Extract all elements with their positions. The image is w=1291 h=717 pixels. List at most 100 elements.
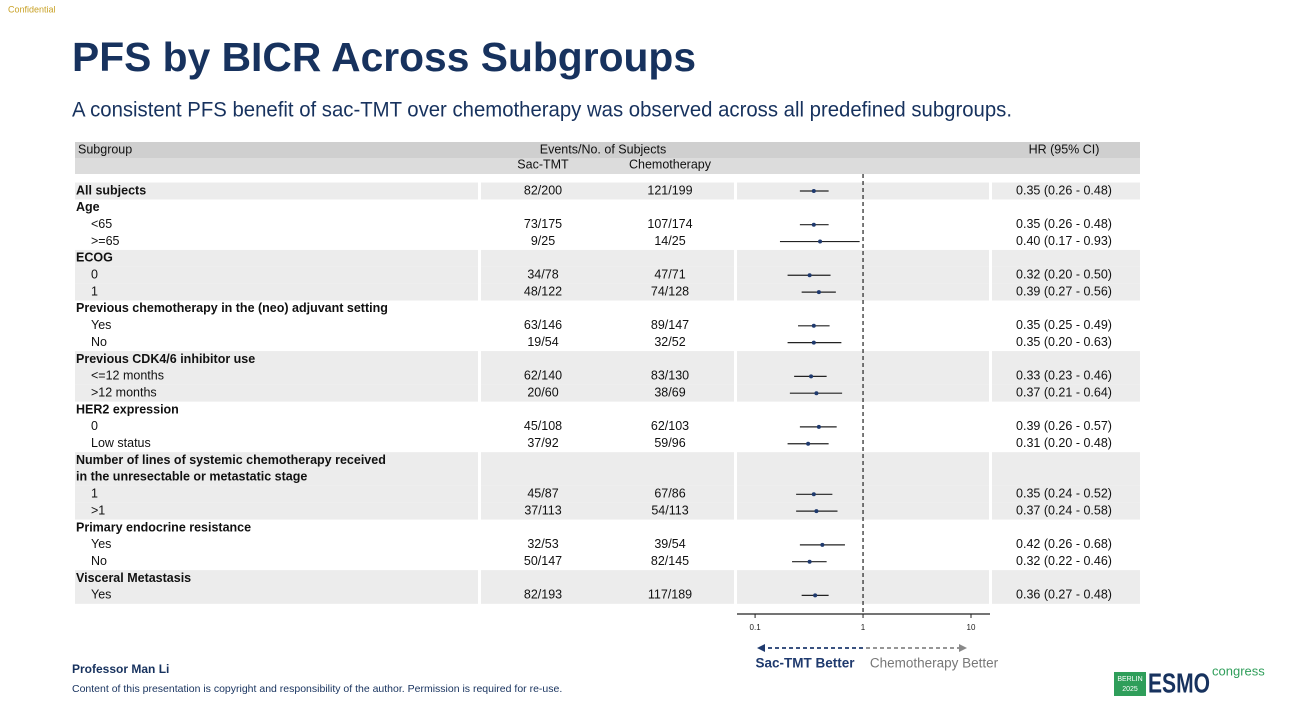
row-shade: [75, 283, 478, 301]
row-label: <=12 months: [91, 369, 164, 383]
row-label: Number of lines of systemic chemotherapy…: [76, 453, 386, 467]
row-shade: [75, 586, 478, 604]
hr-point: [807, 273, 812, 278]
row-label: <65: [91, 217, 112, 231]
row-shade: [481, 485, 734, 503]
row-shade: [75, 266, 478, 284]
row-shade: [481, 502, 734, 520]
row-label: 1: [91, 487, 98, 501]
arm2-events: 62/103: [651, 419, 689, 433]
row-label: Yes: [91, 588, 111, 602]
hr-label: 0.35 (0.20 - 0.63): [1016, 335, 1112, 349]
row-label: Visceral Metastasis: [76, 571, 191, 585]
confidential: Confidential: [8, 4, 56, 14]
row-shade: [737, 570, 989, 587]
hr-point: [816, 290, 821, 295]
arm1-events: 45/108: [524, 419, 562, 433]
row-label: All subjects: [76, 183, 146, 197]
favors-right: Chemotherapy Better: [870, 656, 999, 671]
row-shade: [75, 452, 478, 470]
header-bar: [75, 158, 1140, 174]
row-label: 0: [91, 419, 98, 433]
row-label: >12 months: [91, 385, 157, 399]
row-shade: [481, 182, 734, 200]
row-label: Previous chemotherapy in the (neo) adjuv…: [76, 301, 388, 315]
logo-word: congress: [1212, 663, 1265, 678]
arm2-events: 121/199: [647, 183, 692, 197]
row-shade: [75, 351, 478, 368]
row-shade: [737, 452, 989, 470]
row-shade: [481, 586, 734, 604]
row-shade: [481, 452, 734, 470]
subtitle: A consistent PFS benefit of sac-TMT over…: [72, 99, 1012, 122]
hr-label: 0.35 (0.26 - 0.48): [1016, 217, 1112, 231]
row-shade: [992, 502, 1140, 520]
logo-box: [1114, 672, 1146, 696]
header-bar: [75, 142, 1140, 158]
row-shade: [992, 367, 1140, 385]
row-label: Low status: [91, 436, 151, 450]
arm2-events: 14/25: [654, 234, 685, 248]
row-shade: [992, 469, 1140, 486]
row-shade: [992, 586, 1140, 604]
row-shade: [75, 384, 478, 402]
row-label: ECOG: [76, 251, 113, 265]
row-shade: [481, 384, 734, 402]
row-shade: [992, 249, 1140, 267]
hr-label: 0.35 (0.24 - 0.52): [1016, 487, 1112, 501]
row-shade: [992, 266, 1140, 284]
row-shade: [992, 182, 1140, 200]
row-shade: [737, 283, 989, 301]
row-shade: [737, 367, 989, 385]
row-shade: [481, 249, 734, 267]
hr-point: [820, 542, 825, 547]
favors-left: Sac-TMT Better: [755, 656, 855, 671]
row-label: >1: [91, 503, 105, 517]
arm1-events: 34/78: [527, 268, 558, 282]
x-tick-label: 10: [967, 623, 976, 632]
hr-point: [811, 340, 816, 345]
arrow-head: [757, 644, 765, 652]
copyright: Content of this presentation is copyrigh…: [72, 683, 562, 695]
arm2-events: 54/113: [651, 503, 688, 517]
row-label: No: [91, 335, 107, 349]
arm1-events: 62/140: [524, 369, 562, 383]
hr-point: [811, 323, 816, 328]
row-shade: [737, 485, 989, 503]
arm2-events: 38/69: [654, 385, 685, 399]
row-label: Previous CDK4/6 inhibitor use: [76, 352, 255, 366]
hr-point: [811, 492, 816, 497]
hr-point: [809, 374, 814, 379]
row-shade: [481, 570, 734, 587]
hr-label: 0.37 (0.24 - 0.58): [1016, 503, 1112, 517]
row-label: Primary endocrine resistance: [76, 520, 251, 534]
row-label: Yes: [91, 318, 111, 332]
hr-label: 0.42 (0.26 - 0.68): [1016, 537, 1112, 551]
hr-point: [811, 222, 816, 227]
hr-point: [816, 424, 821, 429]
arm1-events: 73/175: [524, 217, 562, 231]
row-shade: [481, 283, 734, 301]
row-shade: [481, 351, 734, 368]
arm2-events: 39/54: [654, 537, 685, 551]
arm1-events: 63/146: [524, 318, 562, 332]
arm1-events: 37/92: [527, 436, 558, 450]
row-shade: [75, 469, 478, 486]
forest-rows: All subjects 82/200 121/199 0.35 (0.26 - 0.…: [75, 182, 1140, 604]
arm2-events: 47/71: [654, 268, 685, 282]
row-shade: [992, 570, 1140, 587]
arm2-events: 107/174: [647, 217, 692, 231]
row-label: 0: [91, 268, 98, 282]
hr-label: 0.35 (0.25 - 0.49): [1016, 318, 1112, 332]
hr-label: 0.32 (0.22 - 0.46): [1016, 554, 1112, 568]
row-shade: [992, 452, 1140, 470]
row-label: HER2 expression: [76, 402, 179, 416]
header-subgroup: Subgroup: [78, 142, 132, 156]
row-shade: [992, 485, 1140, 503]
hr-point: [813, 593, 818, 598]
hr-point: [811, 189, 816, 193]
row-shade: [75, 502, 478, 520]
logo-name: ESMO: [1148, 667, 1210, 698]
arm1-events: 48/122: [524, 284, 562, 298]
